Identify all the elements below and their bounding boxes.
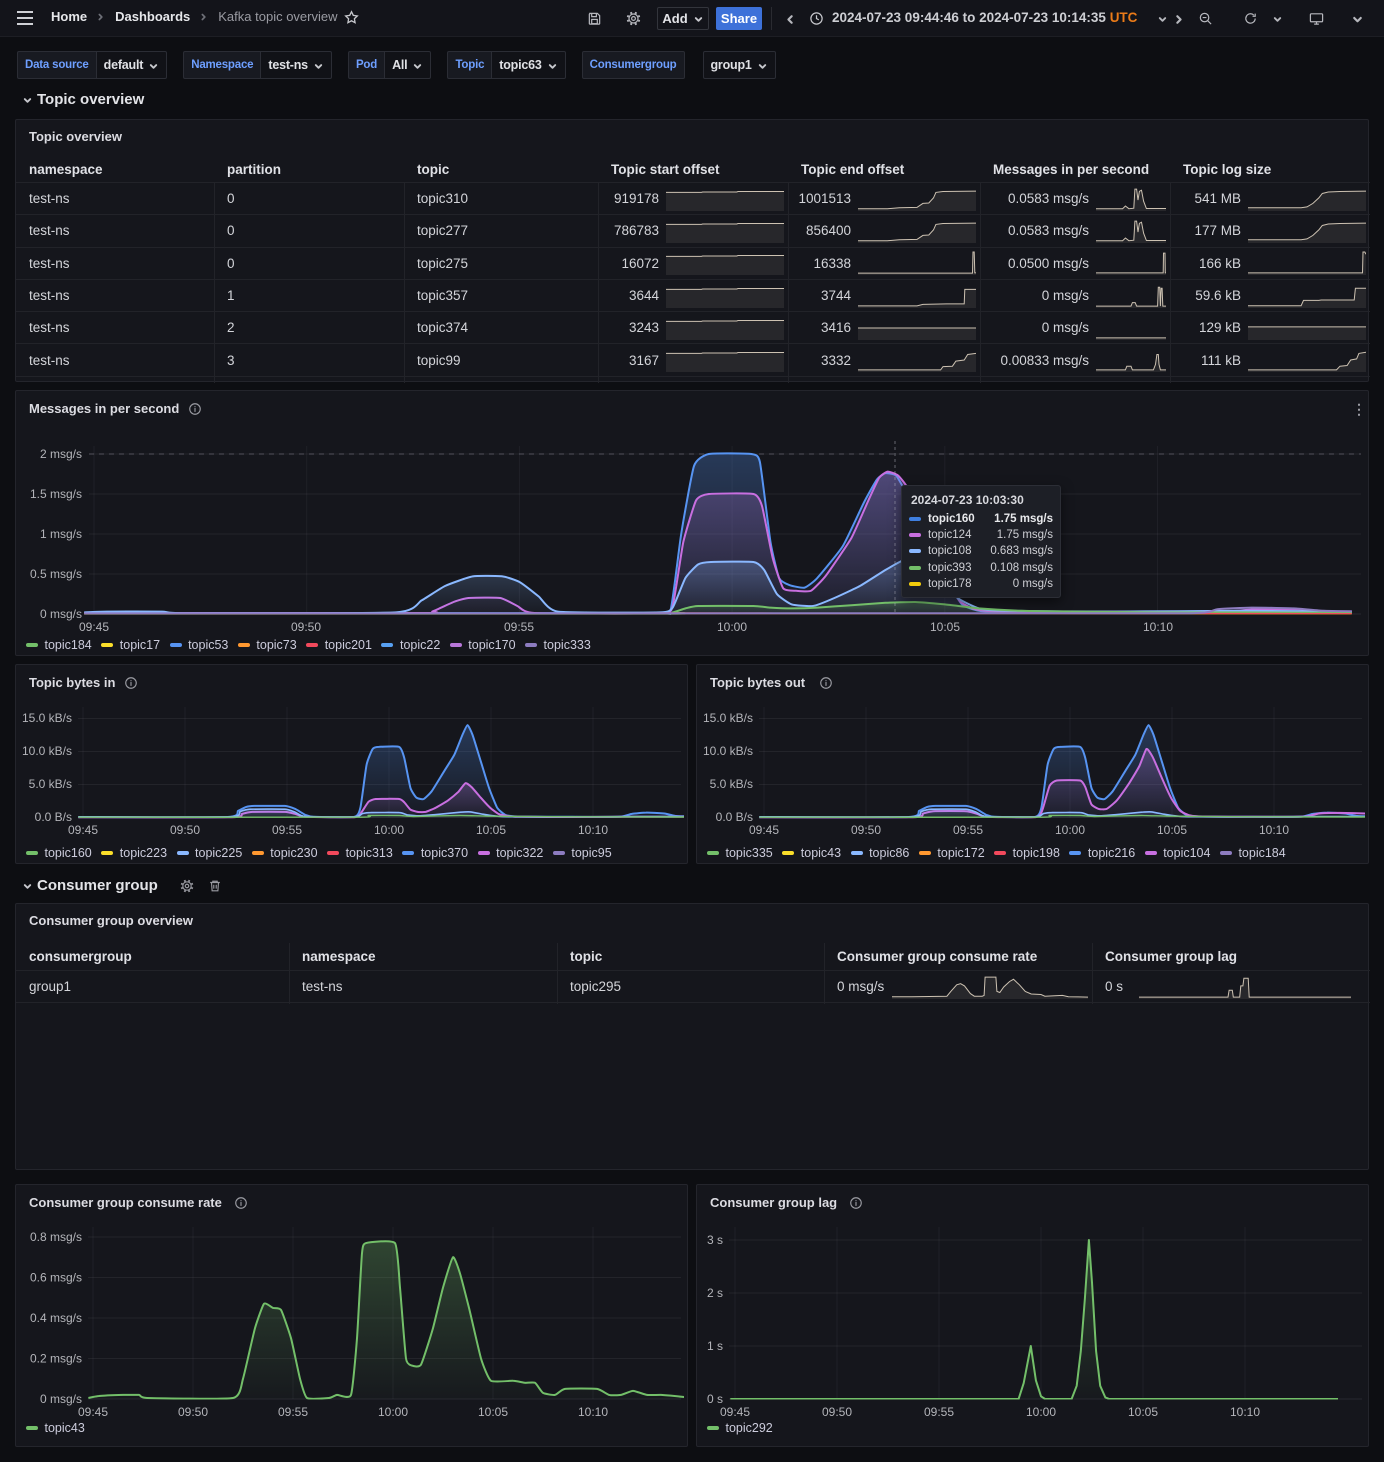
svg-text:1.5 msg/s: 1.5 msg/s — [30, 487, 82, 501]
svg-text:10:00: 10:00 — [1026, 1405, 1056, 1419]
svg-text:3 s: 3 s — [707, 1233, 723, 1247]
svg-text:10:05: 10:05 — [930, 620, 960, 634]
svg-text:09:55: 09:55 — [278, 1405, 308, 1419]
svg-text:0.2 msg/s: 0.2 msg/s — [30, 1352, 82, 1366]
svg-text:5.0 kB/s: 5.0 kB/s — [710, 777, 753, 791]
svg-text:10:00: 10:00 — [1055, 823, 1085, 837]
svg-text:2 msg/s: 2 msg/s — [40, 447, 82, 461]
svg-text:09:50: 09:50 — [851, 823, 881, 837]
svg-text:1 s: 1 s — [707, 1339, 723, 1353]
svg-text:09:45: 09:45 — [68, 823, 98, 837]
svg-text:0 s: 0 s — [707, 1392, 723, 1406]
svg-text:09:45: 09:45 — [720, 1405, 750, 1419]
svg-text:09:55: 09:55 — [272, 823, 302, 837]
svg-text:09:50: 09:50 — [170, 823, 200, 837]
svg-text:10:00: 10:00 — [374, 823, 404, 837]
svg-text:09:50: 09:50 — [178, 1405, 208, 1419]
svg-text:09:55: 09:55 — [953, 823, 983, 837]
svg-text:10:05: 10:05 — [476, 823, 506, 837]
svg-text:10:10: 10:10 — [1230, 1405, 1260, 1419]
svg-text:10:05: 10:05 — [1128, 1405, 1158, 1419]
svg-text:0.4 msg/s: 0.4 msg/s — [30, 1311, 82, 1325]
svg-text:0 msg/s: 0 msg/s — [40, 607, 82, 621]
svg-text:10.0 kB/s: 10.0 kB/s — [22, 744, 72, 758]
svg-text:09:45: 09:45 — [78, 1405, 108, 1419]
svg-text:10:05: 10:05 — [1157, 823, 1187, 837]
svg-text:15.0 kB/s: 15.0 kB/s — [22, 711, 72, 725]
svg-text:10:10: 10:10 — [578, 1405, 608, 1419]
svg-text:2 s: 2 s — [707, 1286, 723, 1300]
svg-text:10:10: 10:10 — [1259, 823, 1289, 837]
svg-text:1 msg/s: 1 msg/s — [40, 527, 82, 541]
svg-text:09:50: 09:50 — [291, 620, 321, 634]
svg-text:10:10: 10:10 — [1143, 620, 1173, 634]
svg-text:09:45: 09:45 — [79, 620, 109, 634]
svg-text:0.5 msg/s: 0.5 msg/s — [30, 567, 82, 581]
svg-text:09:55: 09:55 — [924, 1405, 954, 1419]
svg-text:5.0 kB/s: 5.0 kB/s — [29, 777, 72, 791]
svg-text:10.0 kB/s: 10.0 kB/s — [703, 744, 753, 758]
svg-text:09:50: 09:50 — [822, 1405, 852, 1419]
svg-text:09:55: 09:55 — [504, 620, 534, 634]
svg-text:0 msg/s: 0 msg/s — [40, 1392, 82, 1406]
svg-text:10:10: 10:10 — [578, 823, 608, 837]
svg-text:10:00: 10:00 — [717, 620, 747, 634]
svg-text:09:45: 09:45 — [749, 823, 779, 837]
svg-text:0.6 msg/s: 0.6 msg/s — [30, 1271, 82, 1285]
svg-text:0.0 B/s: 0.0 B/s — [35, 810, 72, 824]
svg-text:10:00: 10:00 — [378, 1405, 408, 1419]
svg-text:15.0 kB/s: 15.0 kB/s — [703, 711, 753, 725]
svg-text:0.0 B/s: 0.0 B/s — [716, 810, 753, 824]
svg-text:10:05: 10:05 — [478, 1405, 508, 1419]
svg-text:0.8 msg/s: 0.8 msg/s — [30, 1230, 82, 1244]
